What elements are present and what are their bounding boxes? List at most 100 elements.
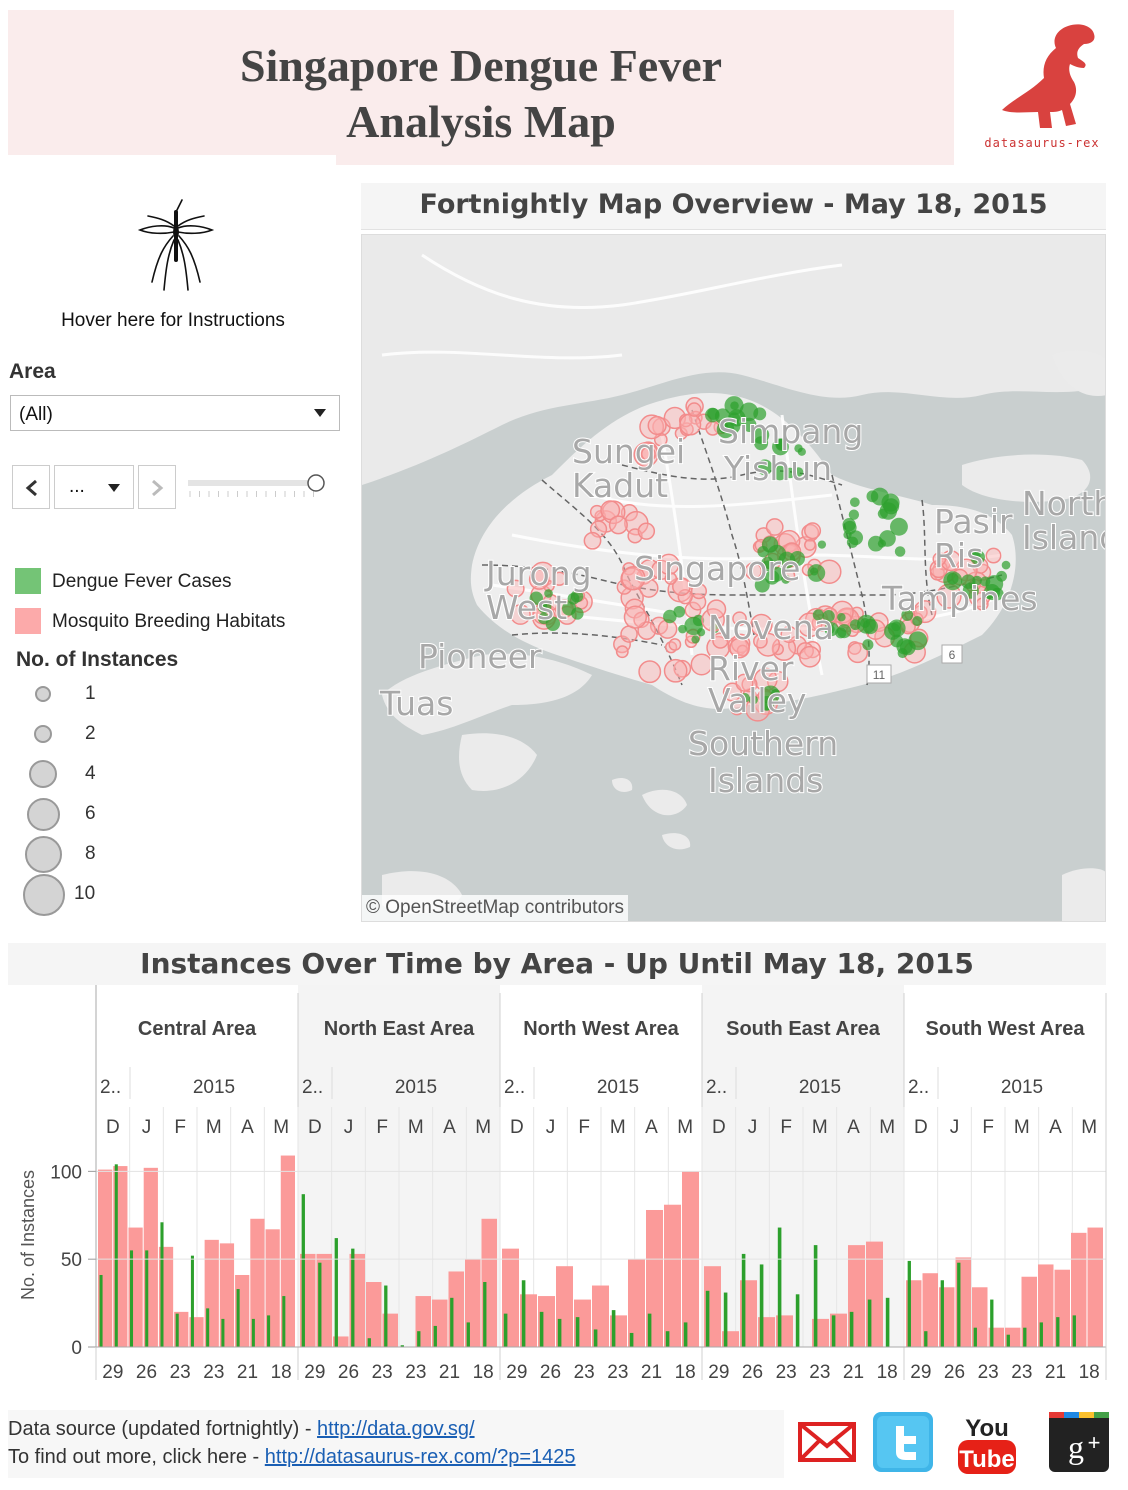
dengue-case-bar[interactable] xyxy=(521,1280,526,1347)
dengue-case-point[interactable] xyxy=(740,692,750,703)
osm-attribution[interactable]: © OpenStreetMap contributors xyxy=(362,895,628,921)
legend-label-breeding-habitats[interactable]: Mosquito Breeding Habitats xyxy=(52,611,286,632)
habitat-point[interactable] xyxy=(638,660,662,684)
dengue-case-point[interactable] xyxy=(762,560,773,572)
habitat-point[interactable] xyxy=(744,562,763,580)
habitat-point[interactable] xyxy=(663,658,688,683)
habitat-point[interactable] xyxy=(615,645,629,659)
dengue-case-bar[interactable] xyxy=(99,1274,103,1347)
habitat-point[interactable] xyxy=(690,653,713,676)
dengue-case-point[interactable] xyxy=(705,407,720,423)
habitat-point[interactable] xyxy=(736,644,749,657)
dengue-case-bar[interactable] xyxy=(924,1331,928,1347)
habitat-point[interactable] xyxy=(729,637,750,659)
habitat-point[interactable] xyxy=(600,500,621,521)
habitat-point[interactable] xyxy=(686,402,702,417)
legend-label-dengue-cases[interactable]: Dengue Fever Cases xyxy=(52,571,232,592)
dengue-case-bar[interactable] xyxy=(384,1285,388,1347)
datasaurus-logo[interactable] xyxy=(972,18,1112,136)
dengue-case-point[interactable] xyxy=(757,546,769,558)
habitat-point[interactable] xyxy=(620,504,639,522)
dengue-case-bar[interactable] xyxy=(466,1322,470,1347)
habitat-point[interactable] xyxy=(756,632,781,657)
dengue-case-bar[interactable] xyxy=(433,1325,437,1347)
dengue-case-bar[interactable] xyxy=(334,1238,338,1347)
dengue-case-point[interactable] xyxy=(837,613,846,622)
habitat-point[interactable] xyxy=(701,608,725,632)
dengue-case-point[interactable] xyxy=(985,591,994,600)
dengue-case-bar[interactable] xyxy=(907,1260,911,1347)
habitat-point[interactable] xyxy=(712,632,729,649)
dengue-case-point[interactable] xyxy=(812,609,824,621)
twitter-button[interactable] xyxy=(872,1412,934,1472)
google-plus-button[interactable]: g + xyxy=(1048,1412,1110,1472)
dengue-case-point[interactable] xyxy=(793,467,804,477)
dengue-case-point[interactable] xyxy=(781,574,791,584)
dengue-case-point[interactable] xyxy=(729,412,741,424)
habitat-point[interactable] xyxy=(528,569,550,590)
habitat-point[interactable] xyxy=(623,605,648,629)
habitat-point[interactable] xyxy=(690,583,708,600)
dengue-case-bar[interactable] xyxy=(417,1331,421,1347)
dengue-case-point[interactable] xyxy=(962,582,979,599)
date-slider-track[interactable] xyxy=(186,472,330,502)
dengue-case-point[interactable] xyxy=(691,635,700,644)
instructions-hover-text[interactable]: Hover here for Instructions xyxy=(61,310,285,331)
habitat-bar[interactable] xyxy=(366,1282,382,1347)
dengue-case-bar[interactable] xyxy=(114,1164,118,1347)
next-date-button[interactable] xyxy=(138,465,176,509)
dengue-case-bar[interactable] xyxy=(145,1250,149,1347)
dengue-case-point[interactable] xyxy=(775,438,788,451)
dengue-case-point[interactable] xyxy=(1001,560,1011,570)
habitat-point[interactable] xyxy=(804,538,816,551)
dengue-case-point[interactable] xyxy=(570,589,584,603)
habitat-point[interactable] xyxy=(639,414,665,440)
habitat-point[interactable] xyxy=(985,547,1002,564)
dengue-case-point[interactable] xyxy=(891,621,902,632)
dengue-case-point[interactable] xyxy=(742,417,757,433)
dengue-case-point[interactable] xyxy=(879,530,896,547)
dengue-case-bar[interactable] xyxy=(990,1299,994,1347)
dengue-case-bar[interactable] xyxy=(973,1327,977,1347)
habitat-bar[interactable] xyxy=(664,1204,681,1347)
dengue-case-point[interactable] xyxy=(908,631,928,651)
dengue-case-bar[interactable] xyxy=(1006,1334,1010,1347)
dengue-case-point[interactable] xyxy=(768,566,784,582)
dengue-case-point[interactable] xyxy=(862,639,874,651)
dengue-case-point[interactable] xyxy=(810,567,819,576)
dengue-case-point[interactable] xyxy=(846,536,859,548)
dengue-case-point[interactable] xyxy=(754,577,770,593)
dengue-case-bar[interactable] xyxy=(1023,1327,1027,1347)
dengue-case-bar[interactable] xyxy=(129,1250,134,1347)
habitat-point[interactable] xyxy=(664,572,678,585)
dengue-case-bar[interactable] xyxy=(450,1297,454,1347)
dengue-case-point[interactable] xyxy=(684,616,703,636)
habitat-point[interactable] xyxy=(932,552,947,566)
instances-over-time-chart[interactable]: No. of Instances 0 50 100 Central Area 2.. 201… xyxy=(0,985,1128,1395)
dengue-case-point[interactable] xyxy=(794,444,803,453)
youtube-button[interactable]: You Tube xyxy=(956,1412,1018,1474)
data-gov-link[interactable]: http://data.gov.sg/ xyxy=(317,1418,475,1440)
slider-handle[interactable] xyxy=(307,474,325,492)
dengue-case-bar[interactable] xyxy=(483,1282,487,1347)
habitat-point[interactable] xyxy=(633,611,650,629)
dengue-case-bar[interactable] xyxy=(705,1290,710,1347)
habitat-point[interactable] xyxy=(729,700,745,716)
dengue-case-point[interactable] xyxy=(943,571,963,591)
previous-date-button[interactable] xyxy=(12,465,50,509)
dengue-case-point[interactable] xyxy=(879,502,898,520)
dengue-case-point[interactable] xyxy=(772,465,788,481)
dengue-case-bar[interactable] xyxy=(831,1315,836,1347)
dengue-case-bar[interactable] xyxy=(647,1313,652,1347)
dengue-case-bar[interactable] xyxy=(367,1338,371,1347)
mosquito-icon[interactable] xyxy=(136,198,216,294)
dengue-case-point[interactable] xyxy=(835,627,847,639)
dengue-case-point[interactable] xyxy=(901,609,914,621)
dengue-case-point[interactable] xyxy=(971,552,981,562)
dengue-case-bar[interactable] xyxy=(611,1310,616,1347)
date-slider[interactable] xyxy=(186,472,330,502)
habitat-point[interactable] xyxy=(975,597,989,611)
dengue-case-point[interactable] xyxy=(771,688,781,698)
